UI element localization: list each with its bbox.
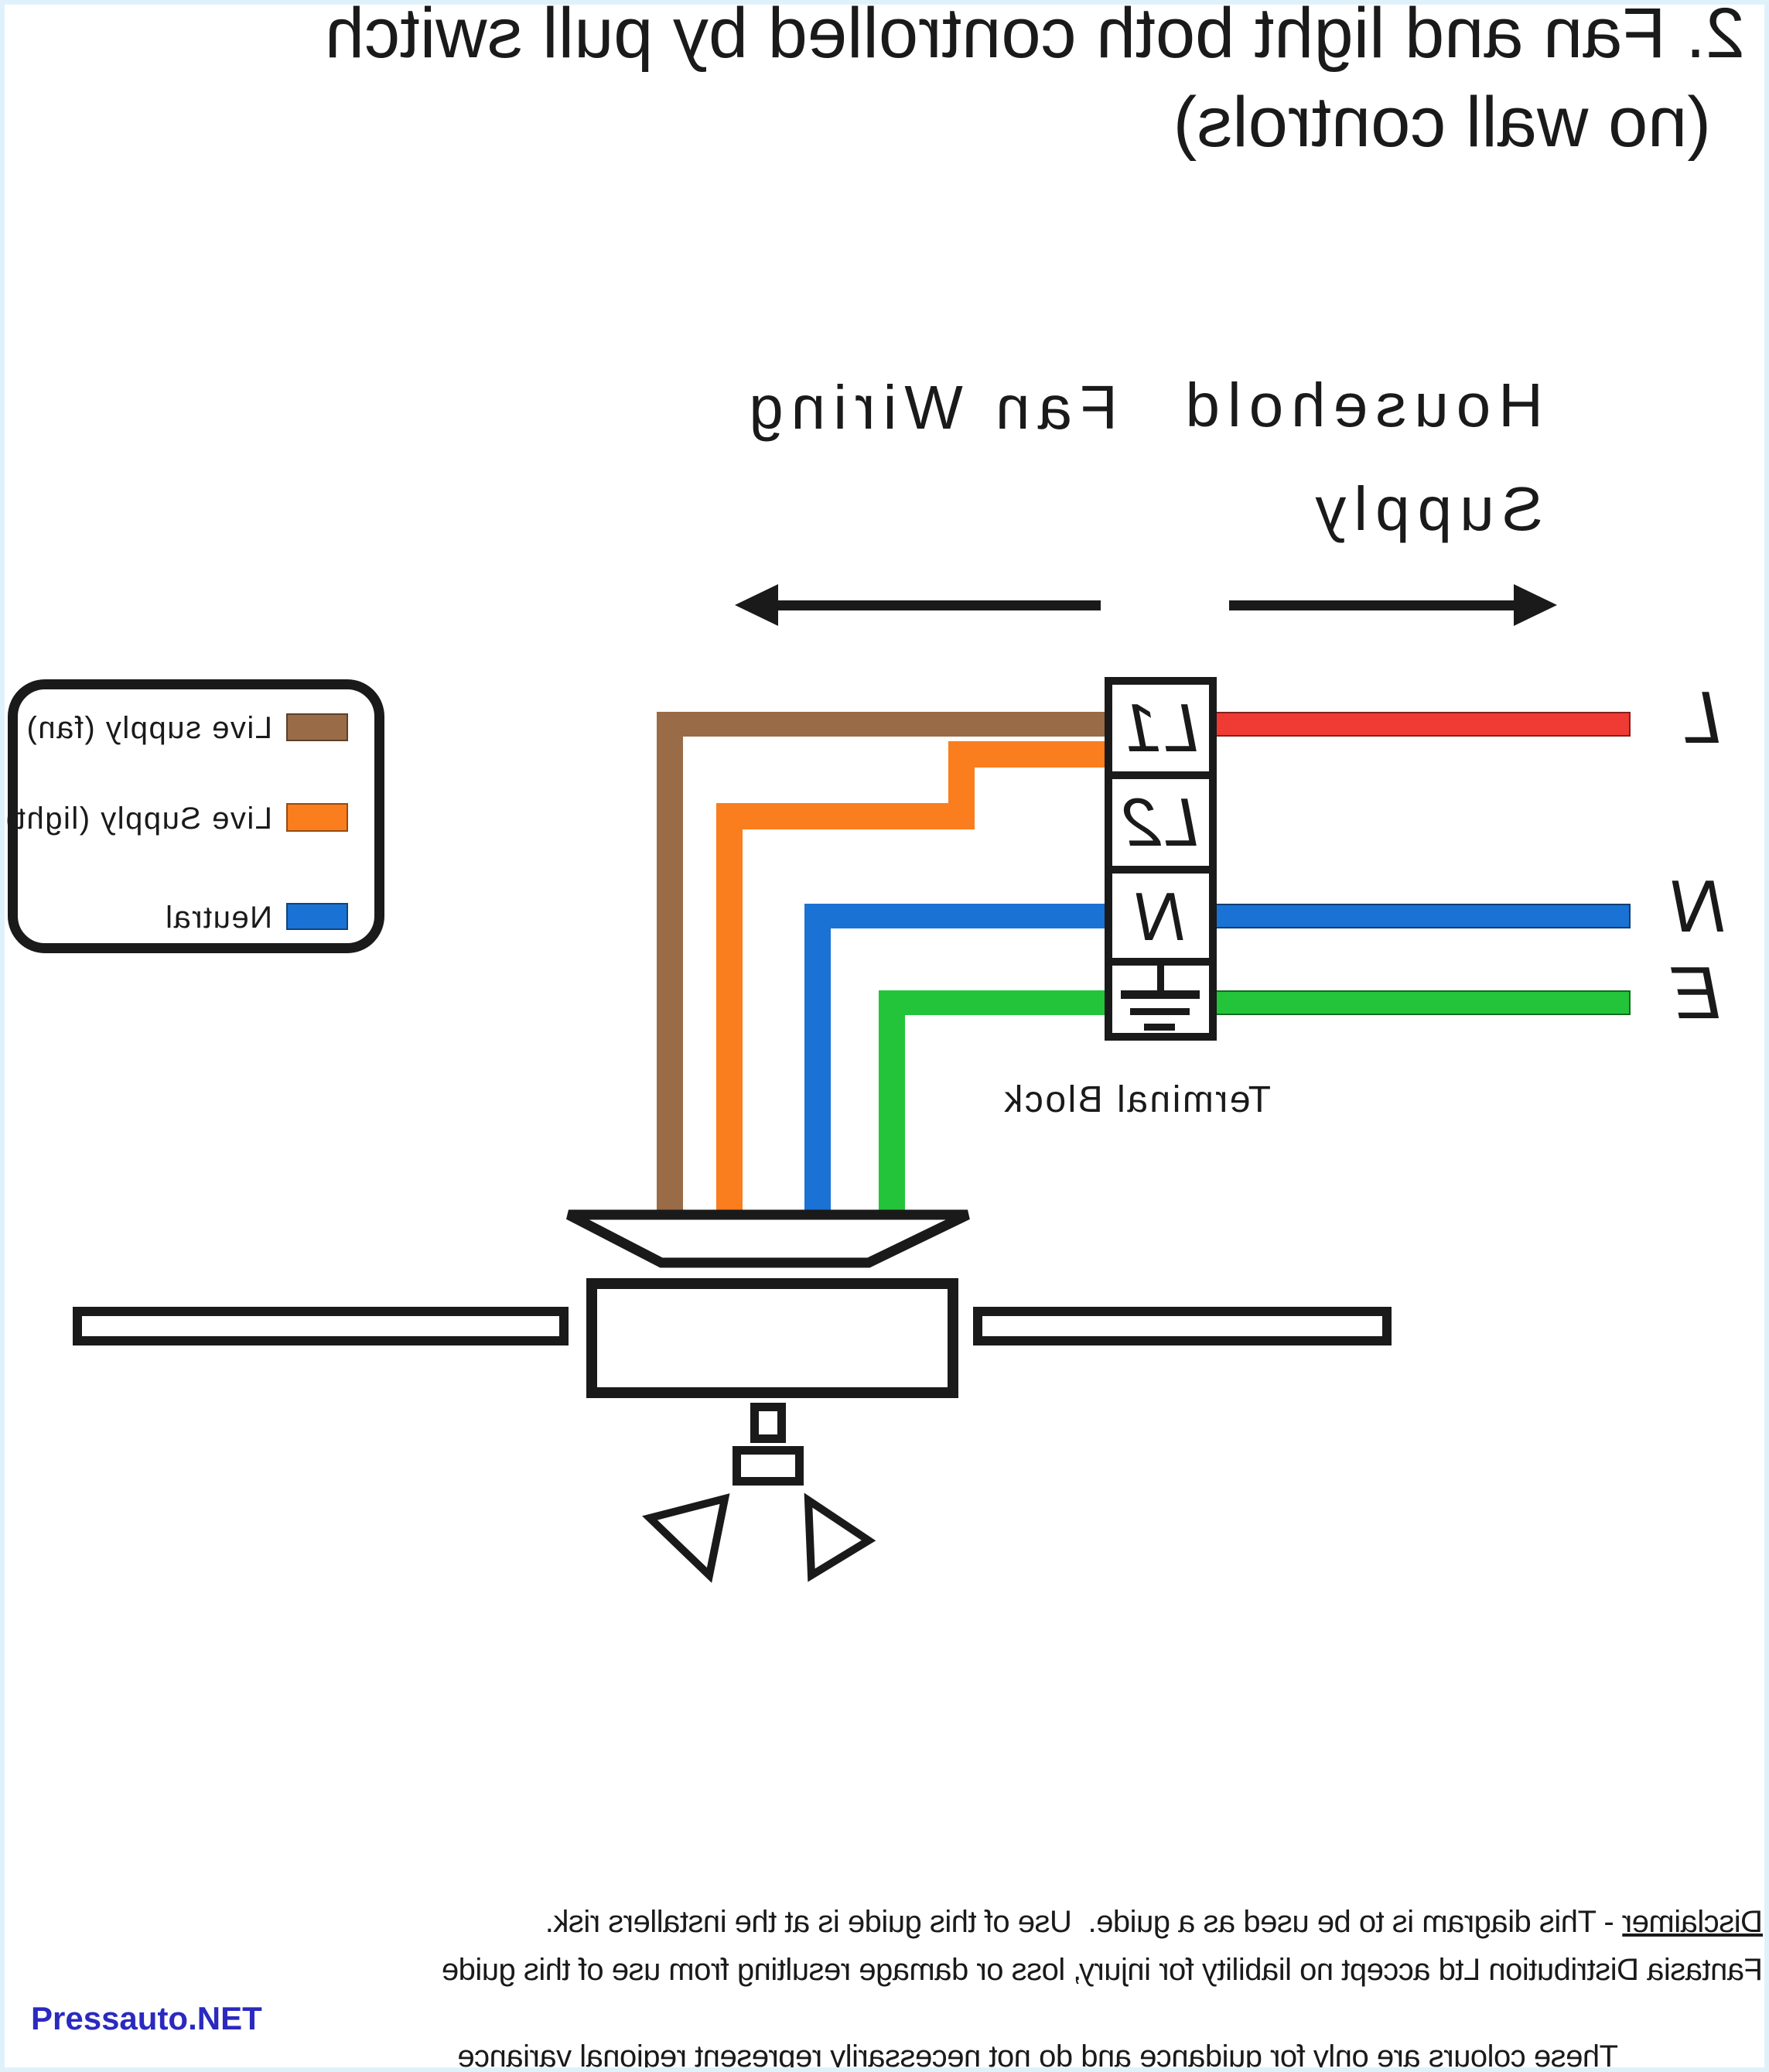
legend-label-live-light: Live Supply (light) [4, 802, 272, 836]
light-fitting-stem [750, 1403, 786, 1443]
fan-blade-left [973, 1307, 1392, 1345]
wire-colour-legend: Live supply (fan) Live Supply (light) Ne… [4, 679, 384, 953]
fan-blade-right [73, 1307, 569, 1345]
legend-swatch-blue [286, 903, 348, 930]
fan-motor-body [586, 1278, 958, 1398]
light-ray-right-icon [642, 1493, 730, 1583]
terminal-l1-label: L1 [1122, 689, 1199, 766]
legend-swatch-orange [286, 803, 348, 832]
legend-swatch-brown [286, 713, 348, 741]
legend-label-live-fan: Live supply (fan) [26, 711, 272, 745]
legend-label-neutral: Neutral [164, 901, 272, 935]
light-fitting-base [733, 1446, 804, 1486]
terminal-block: L1 L2 N [1105, 677, 1217, 1041]
fan-canopy [566, 1209, 970, 1268]
light-ray-left-icon [804, 1492, 876, 1582]
terminal-divider [1112, 866, 1209, 874]
watermark: Pressauto.NET [31, 2000, 262, 2036]
terminal-n-label: N [1136, 878, 1186, 955]
terminal-divider [1112, 771, 1209, 779]
terminal-l2-label: L2 [1122, 784, 1199, 860]
